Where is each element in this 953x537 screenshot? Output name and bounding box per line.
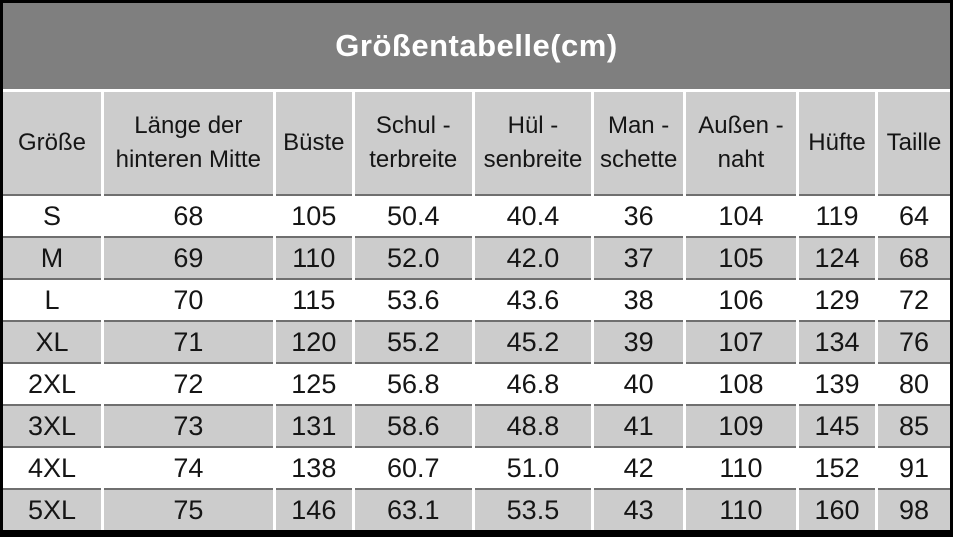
value-cell: 42.0: [471, 236, 593, 279]
value-cell: 40.4: [471, 194, 593, 237]
table-row-xl: XL 71 120 55.2 45.2 39 107 134 76: [3, 320, 950, 363]
value-cell: 129: [795, 278, 877, 321]
size-cell: S: [3, 194, 103, 237]
table-row-l: L 70 115 53.6 43.6 38 106 129 72: [3, 278, 950, 321]
value-cell: 56.8: [351, 362, 474, 405]
value-cell: 152: [795, 446, 877, 489]
column-header-aussennaht: Außen - naht: [682, 92, 798, 195]
value-cell: 76: [875, 320, 950, 363]
value-cell: 110: [272, 236, 354, 279]
value-cell: 63.1: [351, 488, 474, 530]
column-header-laenge-hintere-mitte: Länge der hinteren Mitte: [100, 92, 275, 195]
value-cell: 160: [795, 488, 877, 530]
value-cell: 74: [100, 446, 275, 489]
value-cell: 72: [100, 362, 275, 405]
value-cell: 55.2: [351, 320, 474, 363]
value-cell: 131: [272, 404, 354, 447]
column-header-bueste: Büste: [272, 92, 354, 195]
value-cell: 134: [795, 320, 877, 363]
value-cell: 43.6: [471, 278, 593, 321]
size-cell: 5XL: [3, 488, 103, 530]
value-cell: 110: [682, 446, 798, 489]
column-header-huefte: Hüfte: [795, 92, 877, 195]
value-cell: 43: [591, 488, 685, 530]
value-cell: 80: [875, 362, 950, 405]
size-cell: 3XL: [3, 404, 103, 447]
page-title: Größentabelle(cm): [335, 28, 618, 63]
value-cell: 51.0: [471, 446, 593, 489]
value-cell: 98: [875, 488, 950, 530]
value-cell: 105: [272, 194, 354, 237]
value-cell: 60.7: [351, 446, 474, 489]
value-cell: 75: [100, 488, 275, 530]
table-row-3xl: 3XL 73 131 58.6 48.8 41 109 145 85: [3, 404, 950, 447]
column-header-huelsenbreite: Hül - senbreite: [471, 92, 593, 195]
value-cell: 53.6: [351, 278, 474, 321]
value-cell: 85: [875, 404, 950, 447]
value-cell: 146: [272, 488, 354, 530]
table-row-2xl: 2XL 72 125 56.8 46.8 40 108 139 80: [3, 362, 950, 405]
value-cell: 68: [875, 236, 950, 279]
value-cell: 125: [272, 362, 354, 405]
value-cell: 50.4: [351, 194, 474, 237]
value-cell: 72: [875, 278, 950, 321]
column-header-taille: Taille: [875, 92, 950, 195]
value-cell: 91: [875, 446, 950, 489]
value-cell: 69: [100, 236, 275, 279]
value-cell: 110: [682, 488, 798, 530]
value-cell: 145: [795, 404, 877, 447]
size-cell: L: [3, 278, 103, 321]
column-header-groesse: Größe: [3, 92, 103, 195]
value-cell: 119: [795, 194, 877, 237]
size-cell: XL: [3, 320, 103, 363]
size-cell: M: [3, 236, 103, 279]
value-cell: 71: [100, 320, 275, 363]
value-cell: 36: [591, 194, 685, 237]
value-cell: 124: [795, 236, 877, 279]
value-cell: 106: [682, 278, 798, 321]
value-cell: 73: [100, 404, 275, 447]
value-cell: 42: [591, 446, 685, 489]
column-header-schulterbreite: Schul - terbreite: [351, 92, 474, 195]
value-cell: 108: [682, 362, 798, 405]
size-table: Größe Länge der hinteren Mitte Büste Sch…: [3, 92, 950, 530]
title-bar: Größentabelle(cm): [3, 3, 950, 92]
value-cell: 39: [591, 320, 685, 363]
table-row-m: M 69 110 52.0 42.0 37 105 124 68: [3, 236, 950, 279]
header-row: Größe Länge der hinteren Mitte Büste Sch…: [3, 92, 950, 195]
value-cell: 68: [100, 194, 275, 237]
table-row-5xl: 5XL 75 146 63.1 53.5 43 110 160 98: [3, 488, 950, 530]
value-cell: 53.5: [471, 488, 593, 530]
value-cell: 105: [682, 236, 798, 279]
value-cell: 45.2: [471, 320, 593, 363]
value-cell: 52.0: [351, 236, 474, 279]
value-cell: 138: [272, 446, 354, 489]
value-cell: 40: [591, 362, 685, 405]
value-cell: 120: [272, 320, 354, 363]
value-cell: 115: [272, 278, 354, 321]
size-cell: 2XL: [3, 362, 103, 405]
size-cell: 4XL: [3, 446, 103, 489]
value-cell: 38: [591, 278, 685, 321]
value-cell: 104: [682, 194, 798, 237]
value-cell: 46.8: [471, 362, 593, 405]
value-cell: 58.6: [351, 404, 474, 447]
value-cell: 48.8: [471, 404, 593, 447]
value-cell: 64: [875, 194, 950, 237]
value-cell: 41: [591, 404, 685, 447]
value-cell: 37: [591, 236, 685, 279]
value-cell: 107: [682, 320, 798, 363]
value-cell: 70: [100, 278, 275, 321]
table-row-s: S 68 105 50.4 40.4 36 104 119 64: [3, 194, 950, 237]
table-row-4xl: 4XL 74 138 60.7 51.0 42 110 152 91: [3, 446, 950, 489]
value-cell: 139: [795, 362, 877, 405]
value-cell: 109: [682, 404, 798, 447]
column-header-manschette: Man - schette: [591, 92, 685, 195]
